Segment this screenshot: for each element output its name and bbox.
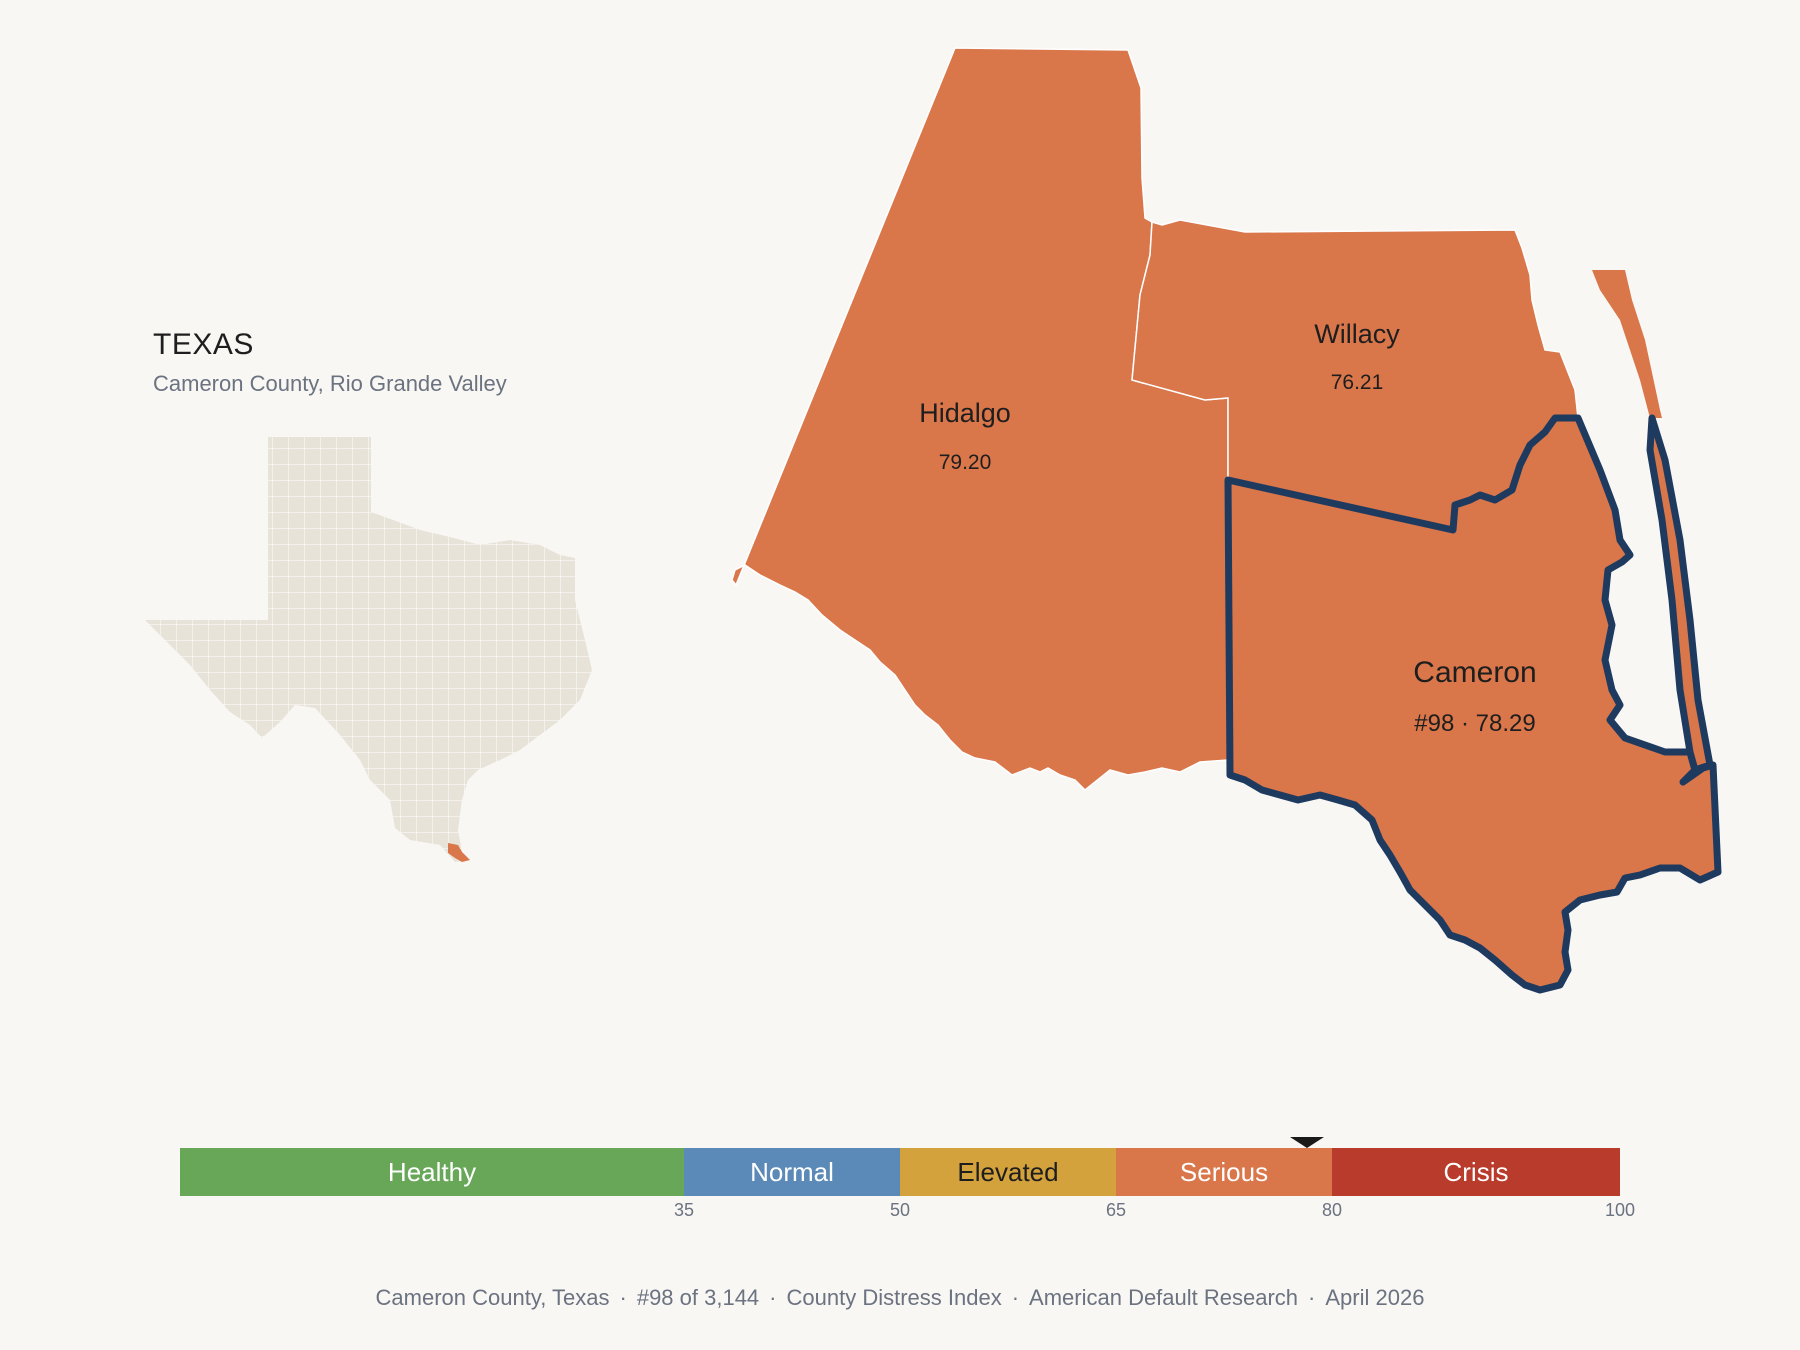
tick-65: 65 <box>1105 1200 1127 1220</box>
band-label: Crisis <box>1443 1156 1509 1187</box>
band-elevated: Elevated <box>900 1148 1116 1196</box>
county-value-cameron: #98 · 78.29 <box>1414 710 1535 737</box>
county-value-willacy: 76.21 <box>1331 371 1384 394</box>
tick-50: 50 <box>889 1200 911 1220</box>
band-label: Healthy <box>387 1156 477 1187</box>
footer-county: Cameron County, Texas <box>375 1285 610 1310</box>
county-label-hidalgo: Hidalgo <box>919 398 1011 428</box>
county-label-willacy: Willacy <box>1314 319 1400 349</box>
distress-scale: Healthy Normal Elevated Serious Crisis <box>180 1148 1620 1196</box>
state-subtitle: Cameron County, Rio Grande Valley <box>153 371 507 396</box>
band-label: Normal <box>750 1156 834 1187</box>
padre-island-outline <box>1646 414 1714 774</box>
county-cameron[interactable] <box>1228 418 1718 990</box>
band-label: Serious <box>1179 1156 1269 1187</box>
score-marker <box>1290 1137 1325 1148</box>
state-label: TEXAS <box>153 328 254 361</box>
tick-100: 100 <box>1604 1200 1636 1220</box>
band-serious: Serious <box>1116 1148 1332 1196</box>
footer-date: April 2026 <box>1325 1285 1425 1310</box>
footer-source: American Default Research <box>1029 1285 1299 1310</box>
band-crisis: Crisis <box>1332 1148 1620 1196</box>
county-value-hidalgo: 79.20 <box>939 451 992 474</box>
band-normal: Normal <box>684 1148 900 1196</box>
county-cameron-island <box>1592 270 1662 418</box>
band-healthy: Healthy <box>180 1148 684 1196</box>
footer: Cameron County, Texas · #98 of 3,144 · Count… <box>375 1285 1425 1310</box>
tick-35: 35 <box>673 1200 695 1220</box>
band-label: Elevated <box>957 1156 1059 1187</box>
tick-80: 80 <box>1321 1200 1343 1220</box>
county-cameron-outline <box>1224 414 1722 994</box>
footer-index: County Distress Index <box>786 1285 1002 1310</box>
footer-rank: #98 of 3,144 <box>636 1285 760 1310</box>
county-label-cameron: Cameron <box>1413 656 1536 689</box>
